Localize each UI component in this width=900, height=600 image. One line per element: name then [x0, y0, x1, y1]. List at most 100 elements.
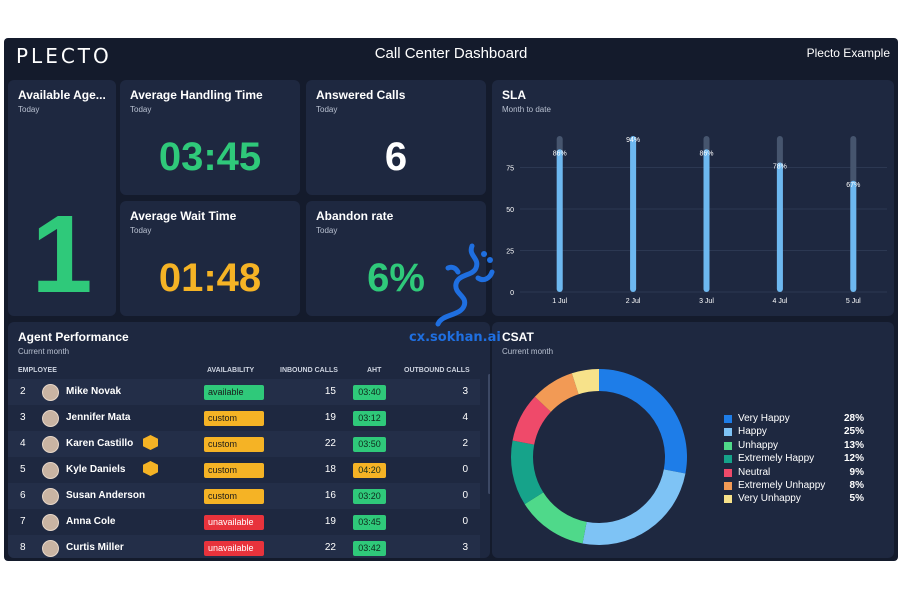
- account-name[interactable]: Plecto Example: [806, 46, 890, 60]
- card-subtitle: Today: [316, 226, 338, 235]
- avatar[interactable]: [42, 410, 59, 427]
- legend-item[interactable]: Very Happy 28%: [724, 413, 864, 426]
- plecto-logo[interactable]: PLECTO: [16, 44, 112, 68]
- legend-label: Very Unhappy: [738, 493, 801, 505]
- table-row[interactable]: 7 Anna Cole unavailable 19 03:45 0: [8, 509, 480, 535]
- employee-name[interactable]: Kyle Daniels: [66, 464, 126, 475]
- donut-slice[interactable]: [534, 373, 579, 412]
- legend-item[interactable]: Neutral 9%: [724, 467, 864, 480]
- bar: [556, 149, 563, 292]
- legend-label: Extremely Unhappy: [738, 480, 826, 491]
- aht-value: 04:20: [353, 463, 386, 478]
- watermark-text: cx.sokhan.ai: [409, 330, 501, 345]
- aht-value: 03:40: [353, 385, 386, 400]
- card-subtitle: Today: [316, 105, 338, 114]
- x-tick-label: 2 Jul: [626, 298, 641, 305]
- legend-item[interactable]: Very Unhappy 5%: [724, 493, 864, 506]
- employee-name[interactable]: Jennifer Mata: [66, 412, 131, 423]
- availability-badge: custom: [204, 489, 264, 504]
- legend-item[interactable]: Unhappy 13%: [724, 440, 864, 453]
- card-title: Abandon rate: [316, 209, 394, 223]
- avatar[interactable]: [42, 540, 59, 557]
- avatar[interactable]: [42, 462, 59, 479]
- table-row[interactable]: 5 Kyle Daniels custom 18 04:20 0: [8, 457, 480, 483]
- donut-slice[interactable]: [571, 369, 599, 395]
- card-title: CSAT: [502, 330, 534, 344]
- availability-badge: custom: [204, 463, 264, 478]
- y-tick-label: 25: [506, 249, 514, 256]
- table-row[interactable]: 4 Karen Castillo custom 22 03:50 2: [8, 431, 480, 457]
- avg-wait-time-card[interactable]: Average Wait Time Today 01:48: [120, 201, 300, 316]
- rank: 3: [20, 412, 26, 423]
- avg-handling-time-value: 03:45: [158, 135, 262, 179]
- card-title: Average Handling Time: [130, 88, 263, 102]
- y-tick-label: 75: [506, 166, 514, 173]
- legend-swatch: [724, 468, 732, 477]
- employee-name[interactable]: Curtis Miller: [66, 542, 124, 553]
- legend-item[interactable]: Extremely Unhappy 8%: [724, 480, 864, 493]
- inbound-calls: 16: [324, 490, 336, 501]
- y-tick-label: 0: [510, 290, 514, 297]
- column-header-employee[interactable]: EMPLOYEE: [18, 367, 57, 374]
- abandon-rate-card[interactable]: Abandon rate Today 6%: [306, 201, 486, 316]
- csat-donut-chart: [511, 369, 687, 545]
- availability-badge: unavailable: [204, 515, 264, 530]
- available-agents-card[interactable]: Available Age... Today 1: [8, 80, 116, 316]
- column-header-aht[interactable]: AHT: [367, 367, 382, 374]
- x-tick-label: 5 Jul: [846, 298, 861, 305]
- table-row[interactable]: 6 Susan Anderson custom 16 03:20 0: [8, 483, 480, 509]
- rank: 2: [20, 386, 26, 397]
- csat-card[interactable]: CSAT Current month Very Happy 28% Happy 25%…: [492, 322, 894, 558]
- legend-swatch: [724, 482, 732, 490]
- employee-name[interactable]: Karen Castillo: [66, 438, 134, 449]
- avg-handling-time-card[interactable]: Average Handling Time Today 03:45: [120, 80, 300, 195]
- abandon-rate-value: 6%: [367, 256, 425, 300]
- employee-name[interactable]: Anna Cole: [66, 516, 116, 527]
- employee-name[interactable]: Mike Novak: [66, 386, 122, 397]
- sla-chart: 0 25 50 75 86% 1 Jul 94% 2 Jul 86% 3 Jul 78% 4 Jul 6…: [506, 136, 887, 305]
- avatar[interactable]: [42, 436, 59, 453]
- agent-performance-card[interactable]: Agent Performance Current month EMPLOYEE…: [8, 322, 490, 558]
- rank: 8: [20, 542, 26, 553]
- availability-badge: available: [204, 385, 264, 400]
- outbound-calls: 4: [462, 412, 468, 423]
- card-title: Answered Calls: [316, 88, 406, 102]
- card-subtitle: Today: [130, 105, 152, 114]
- sla-card[interactable]: SLA Month to date 0 25 50 75 86% 1 Jul 94% 2 Ju…: [492, 80, 894, 316]
- y-tick-label: 50: [506, 207, 514, 214]
- answered-calls-card[interactable]: Answered Calls Today 6: [306, 80, 486, 195]
- bar: [850, 180, 857, 292]
- outbound-calls: 0: [462, 516, 468, 527]
- rank: 4: [20, 438, 26, 449]
- table-row[interactable]: 8 Curtis Miller unavailable 22 03:42 3: [8, 535, 480, 558]
- outbound-calls: 0: [462, 490, 468, 501]
- card-subtitle: Today: [18, 105, 40, 114]
- avatar[interactable]: [42, 384, 59, 401]
- aht-value: 03:45: [353, 515, 386, 530]
- bar: [630, 136, 637, 292]
- legend-value: 8%: [849, 480, 864, 491]
- donut-slice[interactable]: [512, 396, 551, 445]
- data-label: 94%: [626, 137, 640, 144]
- donut-slice[interactable]: [582, 469, 686, 545]
- bar: [703, 149, 710, 292]
- avatar[interactable]: [42, 514, 59, 531]
- availability-badge: unavailable: [204, 541, 264, 556]
- table-row[interactable]: 3 Jennifer Mata custom 19 03:12 4: [8, 405, 480, 431]
- legend-item[interactable]: Extremely Happy 12%: [724, 453, 864, 466]
- rank: 5: [20, 464, 26, 475]
- avatar[interactable]: [42, 488, 59, 505]
- x-tick-label: 1 Jul: [552, 298, 567, 305]
- table-scrollbar[interactable]: [488, 374, 490, 494]
- legend-swatch: [724, 495, 732, 504]
- donut-slice[interactable]: [599, 369, 687, 474]
- donut-slice[interactable]: [511, 440, 544, 505]
- legend-item[interactable]: Happy 25%: [724, 426, 864, 439]
- column-header-outbound[interactable]: OUTBOUND CALLS: [404, 367, 470, 374]
- employee-name[interactable]: Susan Anderson: [66, 490, 146, 501]
- donut-slice[interactable]: [524, 492, 587, 544]
- legend-value: 12%: [843, 453, 864, 465]
- column-header-availability[interactable]: AVAILABILITY: [207, 367, 255, 374]
- column-header-inbound[interactable]: INBOUND CALLS: [280, 367, 338, 374]
- table-row[interactable]: 2 Mike Novak available 15 03:40 3: [8, 379, 480, 405]
